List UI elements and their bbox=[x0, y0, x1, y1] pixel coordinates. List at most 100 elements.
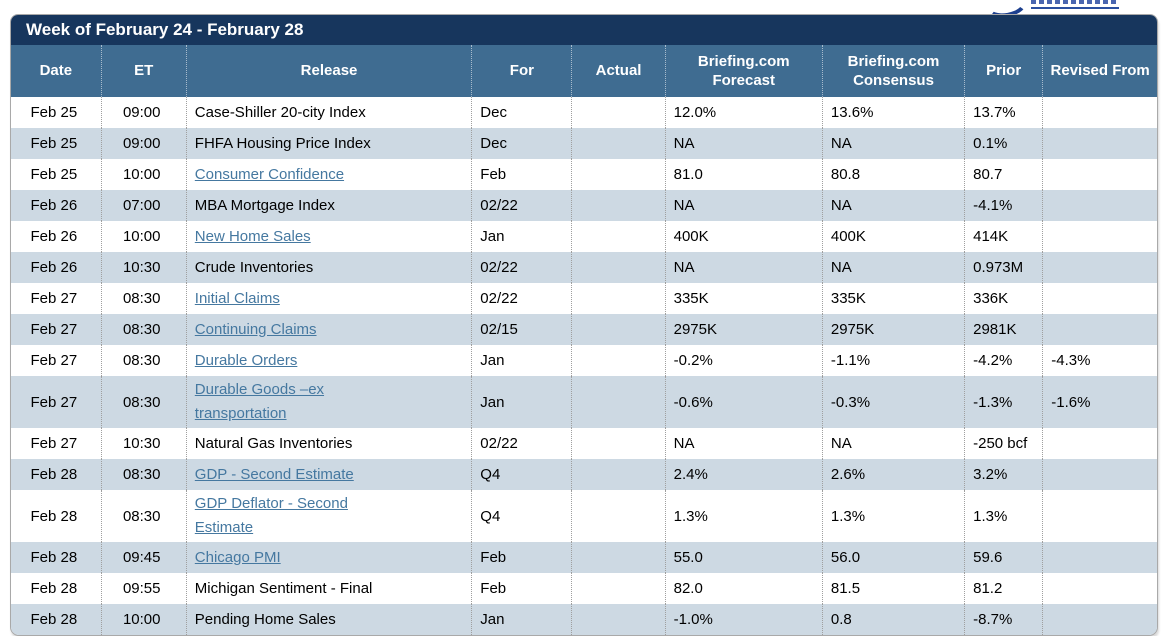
cell-for: 02/22 bbox=[471, 428, 572, 459]
cell-release: Case-Shiller 20-city Index bbox=[185, 97, 472, 128]
cell-briefing-forecast: 2975K bbox=[664, 314, 823, 345]
cell-et: 08:30 bbox=[100, 490, 187, 542]
cell-actual bbox=[571, 252, 666, 283]
cell-revised-from bbox=[1042, 542, 1157, 573]
cell-actual bbox=[571, 542, 666, 573]
cell-for: 02/22 bbox=[471, 252, 572, 283]
table-row: Feb 28 08:30 GDP Deflator - Second Estimat… bbox=[11, 490, 1157, 542]
cell-revised-from bbox=[1042, 252, 1157, 283]
table-row: Feb 26 07:00 MBA Mortgage Index 02/22 NA NA -4… bbox=[11, 190, 1157, 221]
cell-briefing-consensus: 400K bbox=[821, 221, 965, 252]
cell-date: Feb 27 bbox=[30, 393, 78, 411]
cell-prior: -4.1% bbox=[964, 190, 1043, 221]
cell-for: Jan bbox=[471, 345, 572, 376]
release-link[interactable]: Initial Claims bbox=[194, 289, 280, 307]
release-link[interactable]: Durable Orders bbox=[194, 351, 298, 369]
cell-prior: 0.1% bbox=[964, 128, 1043, 159]
cell-et: 10:30 bbox=[100, 428, 187, 459]
cell-release: Chicago PMI bbox=[185, 542, 472, 573]
table-row: Feb 27 08:30 Durable Orders Jan -0.2% -1.1% -4… bbox=[11, 345, 1157, 376]
briefing-logo-partial[interactable] bbox=[983, 0, 1125, 21]
col-header-prior: Prior bbox=[964, 45, 1043, 97]
cell-actual bbox=[571, 490, 666, 542]
release-label: Natural Gas Inventories bbox=[194, 435, 353, 452]
col-header-release: Release bbox=[185, 45, 472, 97]
cell-actual bbox=[571, 459, 666, 490]
cell-release: Initial Claims bbox=[185, 283, 472, 314]
table-row: Feb 27 08:30 Initial Claims 02/22 335K 335K 33… bbox=[11, 283, 1157, 314]
cell-briefing-forecast: 55.0 bbox=[664, 542, 823, 573]
release-link[interactable]: GDP Deflator - Second Estimate bbox=[194, 495, 348, 536]
logo-underlined-text bbox=[1031, 0, 1119, 9]
cell-et: 08:30 bbox=[100, 314, 187, 345]
cell-briefing-consensus: 13.6% bbox=[821, 97, 965, 128]
col-header-actual: Actual bbox=[571, 45, 666, 97]
cell-for: 02/15 bbox=[471, 314, 572, 345]
cell-revised-from bbox=[1042, 159, 1157, 190]
release-label: FHFA Housing Price Index bbox=[194, 135, 371, 152]
cell-prior: 1.3% bbox=[964, 490, 1043, 542]
cell-actual bbox=[571, 314, 666, 345]
cell-actual bbox=[571, 128, 666, 159]
cell-date: Feb 27 bbox=[30, 290, 78, 307]
cell-briefing-consensus: NA bbox=[821, 190, 965, 221]
cell-briefing-forecast: -0.6% bbox=[664, 376, 823, 428]
cell-prior: 2981K bbox=[964, 314, 1043, 345]
cell-for: Jan bbox=[471, 221, 572, 252]
cell-release: New Home Sales bbox=[185, 221, 472, 252]
cell-for: Q4 bbox=[471, 459, 572, 490]
cell-actual bbox=[571, 283, 666, 314]
table-row: Feb 27 08:30 Durable Goods –ex transportat… bbox=[11, 376, 1157, 428]
cell-date: Feb 26 bbox=[30, 197, 78, 214]
cell-briefing-forecast: 82.0 bbox=[664, 573, 823, 604]
cell-date: Feb 28 bbox=[30, 507, 78, 525]
cell-date: Feb 27 bbox=[30, 435, 78, 452]
cell-for: Feb bbox=[471, 159, 572, 190]
release-link[interactable]: Chicago PMI bbox=[194, 548, 281, 566]
cell-revised-from bbox=[1042, 428, 1157, 459]
release-label: Crude Inventories bbox=[194, 259, 314, 276]
table-row: Feb 25 09:00 FHFA Housing Price Index Dec NA… bbox=[11, 128, 1157, 159]
cell-briefing-forecast: 335K bbox=[664, 283, 823, 314]
cell-prior: 414K bbox=[964, 221, 1043, 252]
cell-briefing-forecast: NA bbox=[664, 252, 823, 283]
cell-prior: 59.6 bbox=[964, 542, 1043, 573]
release-label: Case-Shiller 20-city Index bbox=[194, 104, 366, 121]
cell-release: FHFA Housing Price Index bbox=[185, 128, 472, 159]
cell-revised-from bbox=[1042, 97, 1157, 128]
cell-revised-from: -1.6% bbox=[1042, 376, 1157, 428]
release-link[interactable]: GDP - Second Estimate bbox=[194, 465, 354, 483]
cell-release: Consumer Confidence bbox=[185, 159, 472, 190]
release-link[interactable]: Continuing Claims bbox=[194, 320, 317, 338]
cell-release: MBA Mortgage Index bbox=[185, 190, 472, 221]
cell-release: Durable Goods –ex transportation bbox=[185, 376, 472, 428]
table-row: Feb 25 09:00 Case-Shiller 20-city Index Dec… bbox=[11, 97, 1157, 128]
cell-date: Feb 26 bbox=[30, 259, 78, 276]
cell-for: Feb bbox=[471, 573, 572, 604]
calendar-table-body: Feb 25 09:00 Case-Shiller 20-city Index Dec… bbox=[11, 97, 1157, 635]
cell-briefing-forecast: 1.3% bbox=[664, 490, 823, 542]
cell-et: 10:00 bbox=[100, 221, 187, 252]
cell-briefing-forecast: 400K bbox=[664, 221, 823, 252]
cell-et: 09:45 bbox=[100, 542, 187, 573]
release-link[interactable]: Consumer Confidence bbox=[194, 165, 345, 183]
cell-for: Feb bbox=[471, 542, 572, 573]
table-row: Feb 27 10:30 Natural Gas Inventories 02/22 N… bbox=[11, 428, 1157, 459]
release-link[interactable]: New Home Sales bbox=[194, 227, 311, 245]
cell-prior: 13.7% bbox=[964, 97, 1043, 128]
page: { "logo": { "name": "Briefing.com partia… bbox=[10, 0, 1158, 636]
table-row: Feb 27 08:30 Continuing Claims 02/15 2975K 29… bbox=[11, 314, 1157, 345]
cell-date: Feb 27 bbox=[30, 352, 78, 369]
cell-for: 02/22 bbox=[471, 283, 572, 314]
cell-release: Continuing Claims bbox=[185, 314, 472, 345]
release-link[interactable]: Durable Goods –ex transportation bbox=[194, 381, 325, 422]
cell-prior: 81.2 bbox=[964, 573, 1043, 604]
cell-briefing-consensus: 2.6% bbox=[821, 459, 965, 490]
cell-briefing-consensus: 335K bbox=[821, 283, 965, 314]
cell-revised-from bbox=[1042, 221, 1157, 252]
cell-et: 07:00 bbox=[100, 190, 187, 221]
cell-revised-from: -4.3% bbox=[1042, 345, 1157, 376]
cell-release: GDP - Second Estimate bbox=[185, 459, 472, 490]
cell-prior: 3.2% bbox=[964, 459, 1043, 490]
cell-date: Feb 25 bbox=[30, 135, 78, 152]
